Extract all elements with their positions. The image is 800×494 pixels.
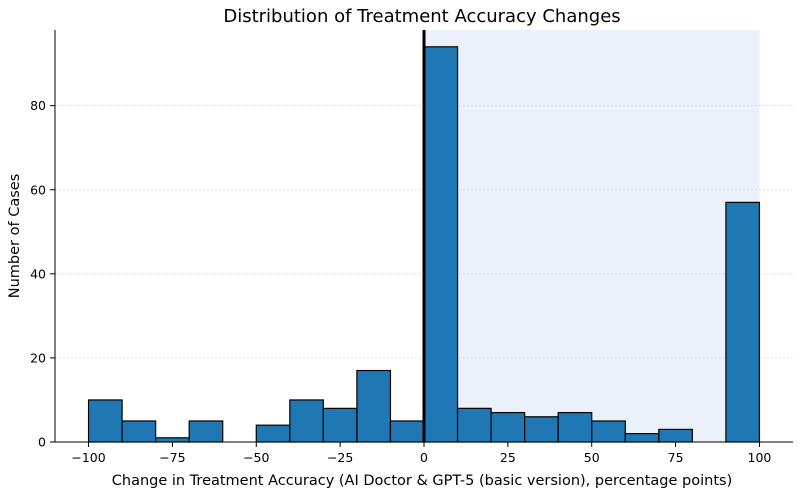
- chart-title: Distribution of Treatment Accuracy Chang…: [223, 6, 620, 27]
- y-tick-label: 20: [30, 350, 46, 365]
- histogram-bar: [356, 369, 392, 443]
- histogram-bar: [322, 407, 358, 443]
- x-tick-label: 75: [668, 450, 684, 465]
- histogram-bar: [725, 201, 761, 443]
- histogram-bar: [456, 407, 492, 443]
- histogram-bar: [557, 411, 593, 443]
- y-tick-label: 40: [30, 266, 46, 281]
- x-tick-label: −25: [327, 450, 353, 465]
- histogram-bar: [155, 437, 190, 443]
- x-tick-label: 50: [584, 450, 600, 465]
- histogram-bar: [490, 411, 526, 443]
- x-tick-label: −50: [243, 450, 269, 465]
- x-tick-label: −75: [159, 450, 185, 465]
- y-tick-label: 80: [30, 98, 46, 113]
- y-tick-label: 0: [38, 435, 46, 450]
- x-tick-label: 100: [748, 450, 772, 465]
- histogram-bar: [624, 432, 660, 443]
- histogram-bar: [591, 420, 626, 443]
- highlight-region: [424, 30, 760, 442]
- histogram-bar: [121, 420, 157, 443]
- histogram-bar: [658, 428, 693, 443]
- x-tick-label: 25: [500, 450, 516, 465]
- y-tick-label: 60: [30, 182, 46, 197]
- x-tick-label: 0: [420, 450, 428, 465]
- plot-area: −100 −75 −50 −25 0 25 50 75 100 0 20 40 60 80: [30, 30, 793, 465]
- y-axis-label: Number of Cases: [7, 174, 23, 298]
- x-axis-label: Change in Treatment Accuracy (AI Doctor …: [112, 473, 732, 489]
- histogram-bar: [524, 416, 559, 443]
- histogram-bar: [255, 424, 291, 443]
- histogram-bar: [423, 46, 459, 443]
- histogram-bar: [289, 399, 324, 443]
- histogram-bar: [389, 420, 425, 443]
- x-tick-label: −100: [71, 450, 105, 465]
- histogram-bar: [188, 420, 224, 443]
- histogram-bar: [87, 399, 123, 443]
